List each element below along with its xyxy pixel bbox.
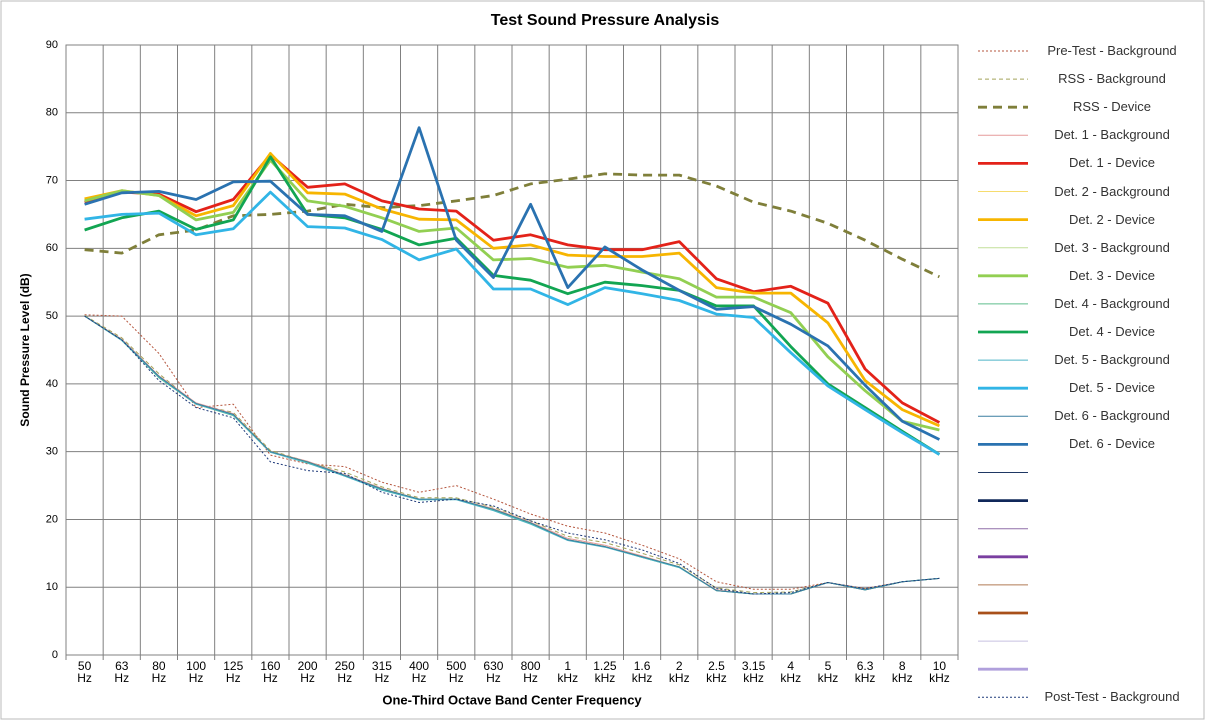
x-tick-label: 100 Hz bbox=[186, 659, 207, 685]
series-line bbox=[84, 190, 941, 456]
x-tick-label: 2 kHz bbox=[668, 659, 690, 685]
chart-title: Test Sound Pressure Analysis bbox=[491, 12, 720, 29]
x-tick-label: 125 Hz bbox=[223, 659, 244, 685]
x-tick-label: 50 Hz bbox=[77, 659, 92, 685]
x-tick-label: 63 Hz bbox=[114, 659, 130, 685]
series-line bbox=[84, 152, 940, 428]
legend-label: Det. 3 - Device bbox=[1069, 267, 1155, 283]
legend-label: RSS - Background bbox=[1058, 71, 1166, 87]
y-axis-label: Sound Pressure Level (dB) bbox=[18, 273, 32, 426]
y-tick-label: 20 bbox=[46, 513, 58, 525]
y-tick-label: 10 bbox=[46, 581, 58, 593]
series-line bbox=[84, 315, 940, 595]
y-tick-label: 50 bbox=[46, 310, 58, 322]
x-tick-label: 80 Hz bbox=[151, 659, 167, 685]
x-tick-label: 3.15 kHz bbox=[741, 659, 766, 685]
series-line bbox=[84, 153, 941, 424]
legend-label: Det. 1 - Device bbox=[1069, 155, 1155, 171]
x-tick-label: 160 Hz bbox=[260, 659, 281, 685]
x-tick-label: 250 Hz bbox=[334, 659, 355, 685]
legend-label: Det. 4 - Background bbox=[1054, 295, 1170, 311]
y-tick-label: 40 bbox=[46, 378, 58, 390]
series-line bbox=[84, 314, 940, 590]
series-line bbox=[84, 158, 940, 432]
legend-label: Post-Test - Background bbox=[1044, 689, 1180, 705]
series-line bbox=[84, 126, 941, 441]
x-tick-label: 6.3 kHz bbox=[854, 659, 876, 685]
legend-label: Pre-Test - Background bbox=[1047, 43, 1177, 58]
x-tick-label: 200 Hz bbox=[297, 659, 318, 685]
series-line bbox=[84, 315, 940, 595]
y-tick-label: 30 bbox=[46, 446, 58, 458]
x-tick-label: 2.5 kHz bbox=[706, 659, 727, 685]
x-tick-label: 500 Hz bbox=[446, 659, 467, 685]
x-tick-label: 8 kHz bbox=[891, 659, 913, 685]
y-tick-label: 60 bbox=[46, 242, 58, 254]
legend-label: Det. 6 - Background bbox=[1054, 408, 1170, 424]
x-axis-label: One-Third Octave Band Center Frequency bbox=[382, 692, 642, 707]
legend-label: Det. 1 - Background bbox=[1054, 127, 1170, 143]
y-tick-label: 70 bbox=[46, 174, 58, 186]
legend-label: Det. 4 - Device bbox=[1069, 324, 1155, 339]
x-tick-label: 800 Hz bbox=[520, 659, 541, 685]
x-tick-label: 5 kHz bbox=[817, 659, 839, 685]
legend-label: Det. 5 - Device bbox=[1069, 380, 1155, 396]
x-tick-label: 1.25 kHz bbox=[593, 659, 617, 685]
x-tick-label: 10 kHz bbox=[929, 659, 950, 685]
x-tick-label: 1.6 kHz bbox=[631, 659, 653, 685]
legend-label: Det. 2 - Device bbox=[1069, 211, 1155, 227]
y-tick-label: 90 bbox=[46, 39, 58, 51]
x-tick-label: 4 kHz bbox=[780, 659, 802, 685]
series-line bbox=[84, 155, 941, 456]
y-tick-label: 0 bbox=[52, 649, 58, 661]
x-tick-label: 315 Hz bbox=[371, 659, 392, 685]
x-tick-label: 1 kHz bbox=[557, 659, 579, 685]
x-tick-label: 400 Hz bbox=[409, 659, 430, 685]
legend-label: Det. 6 - Device bbox=[1069, 436, 1155, 452]
legend-label: Det. 3 - Background bbox=[1054, 239, 1170, 255]
y-tick-label: 80 bbox=[46, 107, 58, 119]
legend-label: RSS - Device bbox=[1072, 99, 1152, 115]
legend-label: Det. 2 - Background bbox=[1054, 183, 1170, 199]
x-tick-label: 630 Hz bbox=[483, 659, 504, 685]
series-line bbox=[84, 172, 941, 279]
legend-label: Det. 5 - Background bbox=[1054, 352, 1170, 368]
